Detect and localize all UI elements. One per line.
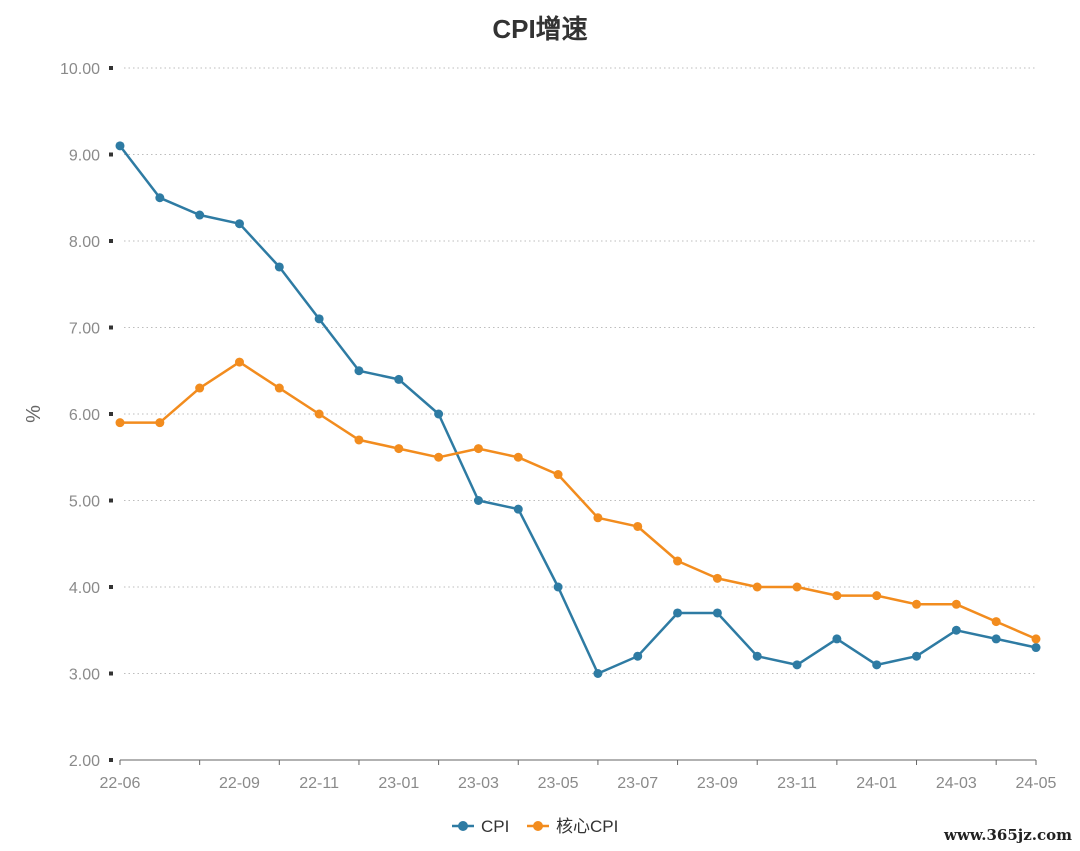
data-point xyxy=(951,599,961,609)
data-point xyxy=(752,651,762,661)
y-axis-label: % xyxy=(23,405,45,423)
data-point xyxy=(513,452,523,462)
y-tick-mark xyxy=(109,585,113,589)
data-point xyxy=(354,366,364,376)
y-tick-mark xyxy=(109,758,113,762)
data-point xyxy=(872,591,882,601)
data-point xyxy=(115,141,125,151)
data-point xyxy=(234,219,244,229)
data-point xyxy=(673,556,683,566)
x-tick-label: 23-11 xyxy=(777,775,817,792)
y-tick-mark xyxy=(109,152,113,157)
data-point xyxy=(473,444,483,454)
data-point xyxy=(314,409,324,419)
data-point xyxy=(553,470,563,480)
data-point xyxy=(155,418,165,428)
series-line xyxy=(120,360,1037,641)
x-tick-label: 22-09 xyxy=(219,775,260,792)
x-tick-label: 23-09 xyxy=(697,775,738,792)
y-tick-label: 4.00 xyxy=(69,580,100,597)
legend-item-cpi[interactable]: CPI xyxy=(452,817,509,836)
data-point xyxy=(314,314,324,324)
data-point xyxy=(274,262,284,272)
y-tick-label: 3.00 xyxy=(69,667,100,684)
data-point xyxy=(792,582,802,592)
series-cpi xyxy=(115,141,1041,678)
series-line xyxy=(119,145,1037,675)
legend[interactable]: CPI 核心CPI xyxy=(452,817,618,836)
legend-label: CPI xyxy=(481,817,509,836)
legend-label: 核心CPI xyxy=(556,817,618,836)
data-point xyxy=(115,418,125,428)
x-tick-label: 22-11 xyxy=(299,775,339,792)
y-tick-label: 5.00 xyxy=(69,494,100,511)
data-point xyxy=(752,582,762,592)
y-tick-mark xyxy=(109,498,113,503)
x-tick-label: 24-03 xyxy=(936,775,977,792)
data-point xyxy=(872,660,882,670)
data-point xyxy=(832,591,842,601)
data-point xyxy=(195,210,205,220)
data-point xyxy=(234,357,244,367)
data-point xyxy=(951,625,961,635)
x-tick-label: 22-06 xyxy=(100,775,141,792)
data-point xyxy=(1031,643,1041,653)
y-tick-label: 7.00 xyxy=(69,321,100,338)
y-tick-label: 2.00 xyxy=(69,753,100,770)
data-point xyxy=(912,651,922,661)
x-tick-label: 24-05 xyxy=(1016,775,1057,792)
grid-lines xyxy=(124,67,1036,674)
data-point xyxy=(792,660,802,670)
data-point xyxy=(1031,634,1041,644)
data-point xyxy=(473,496,483,505)
data-point xyxy=(434,409,444,419)
series-layer xyxy=(115,141,1041,678)
data-point xyxy=(593,669,603,678)
legend-marker xyxy=(533,821,543,831)
data-point xyxy=(633,521,643,531)
data-point xyxy=(991,634,1001,644)
watermark: www.365jz.com xyxy=(943,826,1072,844)
x-tick-label: 23-07 xyxy=(617,775,658,792)
data-point xyxy=(553,582,563,592)
x-tick-label: 23-03 xyxy=(458,775,499,792)
x-tick-label: 23-01 xyxy=(378,775,419,792)
data-point xyxy=(394,444,404,454)
data-point xyxy=(434,452,444,462)
y-tick-label: 9.00 xyxy=(69,148,100,165)
y-tick-mark xyxy=(109,412,113,416)
data-point xyxy=(673,608,683,618)
data-point xyxy=(633,651,643,661)
y-tick-label: 8.00 xyxy=(69,234,100,251)
data-point xyxy=(593,513,603,523)
y-tick-mark xyxy=(109,239,113,243)
x-tick-label: 24-01 xyxy=(856,775,897,792)
data-point xyxy=(155,193,165,203)
axes: 2.00 3.00 4.00 5.00 6.00 7.00 8.00 9.00 10.00 22-… xyxy=(60,61,1057,792)
chart-title: CPI增速 xyxy=(492,14,587,44)
data-point xyxy=(195,383,205,393)
data-point xyxy=(274,383,284,393)
data-point xyxy=(991,617,1001,627)
legend-item-core-cpi[interactable]: 核心CPI xyxy=(527,817,618,836)
y-tick-label: 6.00 xyxy=(69,407,100,424)
data-point xyxy=(394,374,404,384)
y-tick-label: 10.00 xyxy=(60,61,100,78)
y-tick-mark xyxy=(109,66,113,70)
data-point xyxy=(912,599,922,609)
x-tick-label: 23-05 xyxy=(538,775,579,792)
y-tick-mark xyxy=(109,671,113,676)
data-point xyxy=(354,435,364,445)
data-point xyxy=(712,608,722,618)
series-core-cpi xyxy=(115,357,1041,644)
data-point xyxy=(513,504,523,514)
legend-marker xyxy=(458,821,468,831)
data-point xyxy=(832,634,842,644)
data-point xyxy=(712,573,722,583)
y-tick-mark xyxy=(109,325,113,330)
